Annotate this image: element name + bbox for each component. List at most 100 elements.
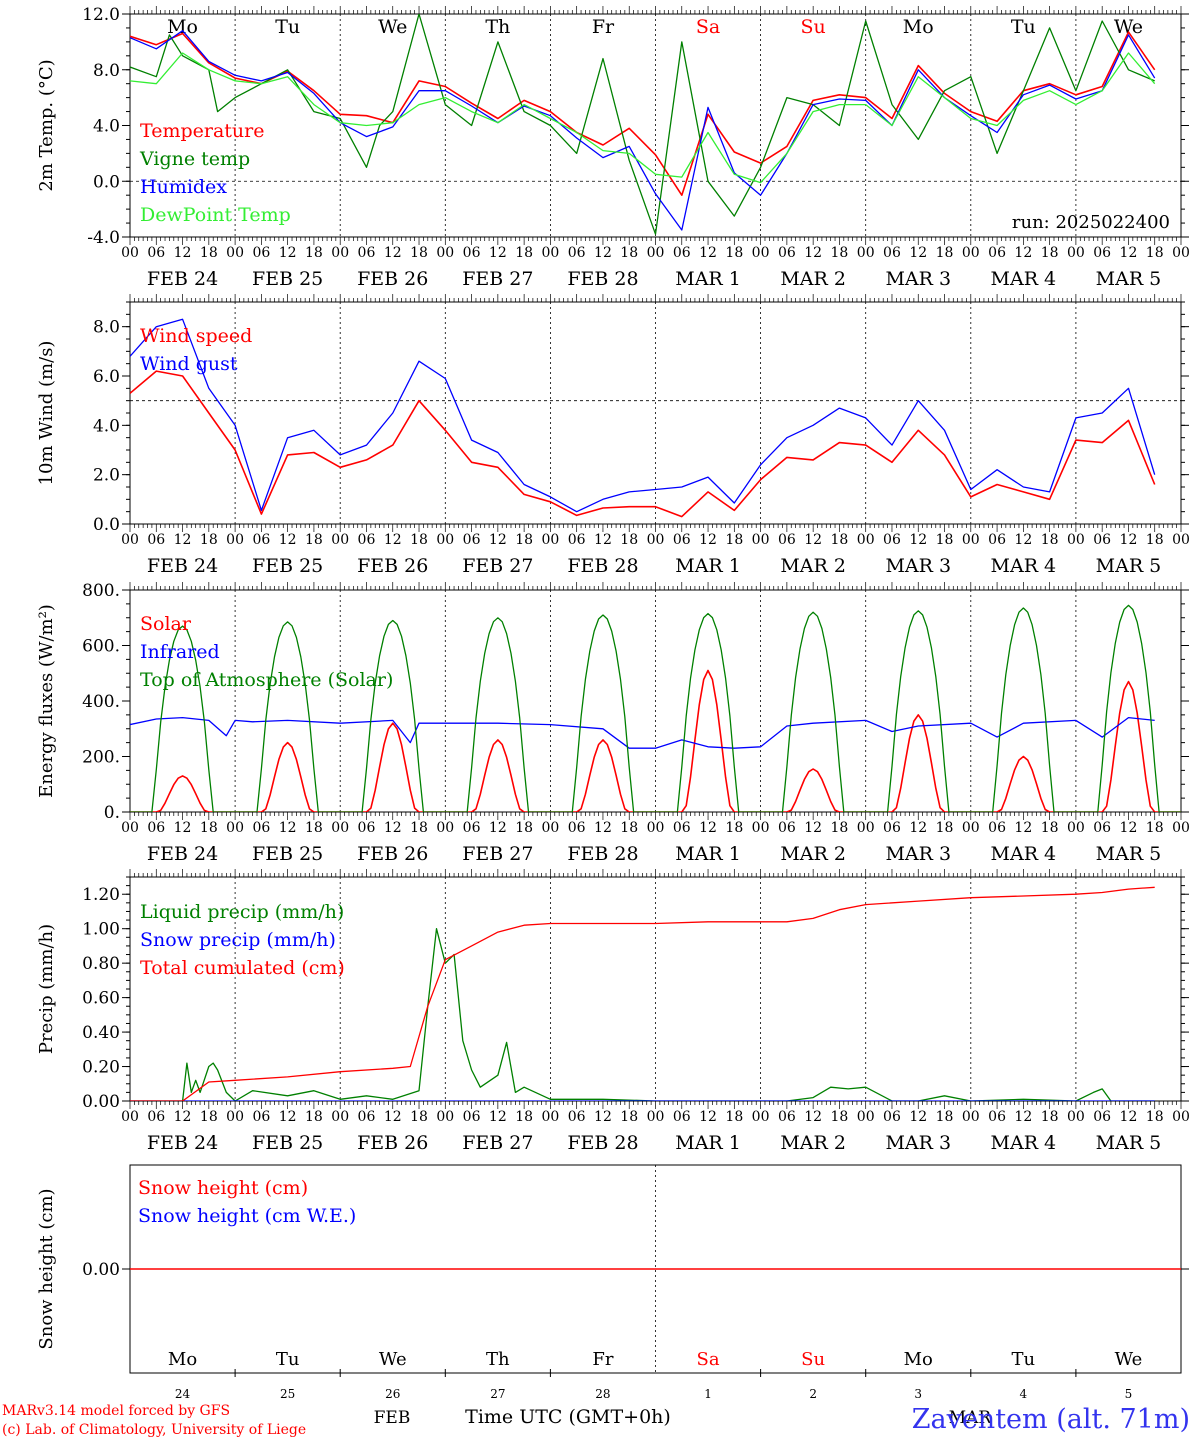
hour-tick-label: 12 xyxy=(594,820,612,836)
hour-tick-label: 06 xyxy=(568,1109,586,1125)
hour-tick-label: 06 xyxy=(568,532,586,548)
hour-tick-label: 18 xyxy=(515,1109,533,1125)
legend-entry: Infrared xyxy=(140,641,220,663)
hour-tick-label: 18 xyxy=(410,245,428,261)
series-group xyxy=(130,886,1155,1101)
hour-tick-label: 12 xyxy=(1120,532,1138,548)
hour-tick-label: 12 xyxy=(1014,1109,1032,1125)
hour-tick-label: 12 xyxy=(1014,245,1032,261)
date-label: FEB 28 xyxy=(567,843,638,865)
date-label: FEB 24 xyxy=(147,1132,218,1154)
series-group xyxy=(130,318,1156,518)
y-axis-label: 10m Wind (m/s) xyxy=(36,341,57,486)
hour-tick-label: 00 xyxy=(1067,245,1085,261)
legend-entry: Total cumulated (cm) xyxy=(140,957,345,979)
date-label: FEB 25 xyxy=(252,268,323,290)
date-label: MAR 1 xyxy=(675,1132,741,1154)
hour-tick-label: 06 xyxy=(673,820,691,836)
hour-tick-label: 00 xyxy=(436,1109,454,1125)
legend-entry: Wind gust xyxy=(140,353,238,375)
hour-tick-label: 18 xyxy=(831,245,849,261)
series-infrared xyxy=(130,716,1155,749)
hour-tick-label: 18 xyxy=(515,820,533,836)
y-axis-label: Snow height (cm) xyxy=(36,1188,57,1349)
hour-tick-label: 00 xyxy=(331,532,349,548)
date-label: FEB 24 xyxy=(147,268,218,290)
hour-tick-label: 00 xyxy=(647,245,665,261)
hour-tick-label: 00 xyxy=(857,1109,875,1125)
weekday-label: We xyxy=(379,1349,407,1370)
y-axis-label: Precip (mm/h) xyxy=(36,924,57,1054)
hour-tick-label: 12 xyxy=(1120,1109,1138,1125)
hour-tick-label: 00 xyxy=(226,245,244,261)
legend-entry: DewPoint Temp xyxy=(140,204,291,226)
hour-tick-label: 12 xyxy=(1014,532,1032,548)
hour-tick-label: 06 xyxy=(778,532,796,548)
hour-tick-label: 06 xyxy=(358,820,376,836)
hour-tick-label: 18 xyxy=(1146,532,1164,548)
series-total-cumulated-cm- xyxy=(130,886,1155,1101)
hour-tick-label: 18 xyxy=(725,1109,743,1125)
weekday-label: Sa xyxy=(697,1349,720,1370)
hour-tick-label: 12 xyxy=(279,820,297,836)
hour-tick-label: 00 xyxy=(857,532,875,548)
hour-tick-label: 00 xyxy=(752,532,770,548)
date-label: FEB 26 xyxy=(357,555,428,577)
date-label: MAR 5 xyxy=(1096,843,1162,865)
weekday-label: Th xyxy=(485,16,510,38)
hour-tick-label: 00 xyxy=(1067,532,1085,548)
hour-tick-label: 06 xyxy=(568,245,586,261)
date-label: FEB 27 xyxy=(462,555,533,577)
series-wind-speed xyxy=(130,370,1156,518)
hour-tick-label: 00 xyxy=(647,1109,665,1125)
hour-tick-label: 12 xyxy=(279,532,297,548)
hour-tick-label: 12 xyxy=(804,1109,822,1125)
hour-tick-label: 18 xyxy=(1041,532,1059,548)
x-axis-title: Time UTC (GMT+0h) xyxy=(465,1406,671,1428)
weekday-label: Th xyxy=(486,1349,510,1370)
hour-tick-label: 06 xyxy=(673,245,691,261)
hour-tick-label: 12 xyxy=(594,1109,612,1125)
hour-tick-label: 06 xyxy=(358,532,376,548)
date-label: MAR 2 xyxy=(780,1132,846,1154)
hour-tick-label: 18 xyxy=(200,1109,218,1125)
hour-tick-label: 00 xyxy=(752,1109,770,1125)
hour-tick-label: 00 xyxy=(962,1109,980,1125)
hour-tick-label: 12 xyxy=(699,532,717,548)
series-wind-gust xyxy=(130,318,1156,513)
hour-tick-label: 06 xyxy=(778,1109,796,1125)
hour-tick-label: 12 xyxy=(489,245,507,261)
hour-tick-label: 00 xyxy=(436,532,454,548)
hour-tick-label: 12 xyxy=(1014,820,1032,836)
legend-entry: Snow height (cm) xyxy=(138,1177,308,1199)
weekday-label: Tu xyxy=(275,16,300,38)
hour-tick-label: 06 xyxy=(252,820,270,836)
date-label: MAR 5 xyxy=(1096,1132,1162,1154)
footer: MARv3.14 model forced by GFS (c) Lab. of… xyxy=(2,1403,1190,1438)
day-number-label: 5 xyxy=(1125,1387,1133,1401)
hour-tick-label: 18 xyxy=(410,820,428,836)
weekday-label: Su xyxy=(801,16,826,38)
hour-tick-label: 12 xyxy=(699,1109,717,1125)
hour-tick-label: 12 xyxy=(384,245,402,261)
hour-tick-label: 06 xyxy=(147,532,165,548)
hour-tick-label: 12 xyxy=(804,245,822,261)
hour-tick-label: 12 xyxy=(1120,820,1138,836)
hour-tick-label: 12 xyxy=(384,820,402,836)
y-tick-label: 12.0 xyxy=(82,5,120,25)
date-label: MAR 5 xyxy=(1096,268,1162,290)
y-tick-label: 8.0 xyxy=(93,318,120,338)
hour-tick-label: 18 xyxy=(936,532,954,548)
hour-tick-label: 00 xyxy=(226,532,244,548)
weekday-label: We xyxy=(1115,1349,1143,1370)
hour-tick-label: 06 xyxy=(463,820,481,836)
hour-tick-label: 06 xyxy=(883,532,901,548)
y-tick-label: 6.0 xyxy=(93,367,120,387)
hour-tick-label: 06 xyxy=(778,245,796,261)
date-label: MAR 1 xyxy=(675,268,741,290)
hour-tick-label: 00 xyxy=(752,820,770,836)
hour-tick-label: 12 xyxy=(699,245,717,261)
date-label: MAR 4 xyxy=(991,1132,1057,1154)
date-label: FEB 27 xyxy=(462,1132,533,1154)
date-label: MAR 1 xyxy=(675,555,741,577)
